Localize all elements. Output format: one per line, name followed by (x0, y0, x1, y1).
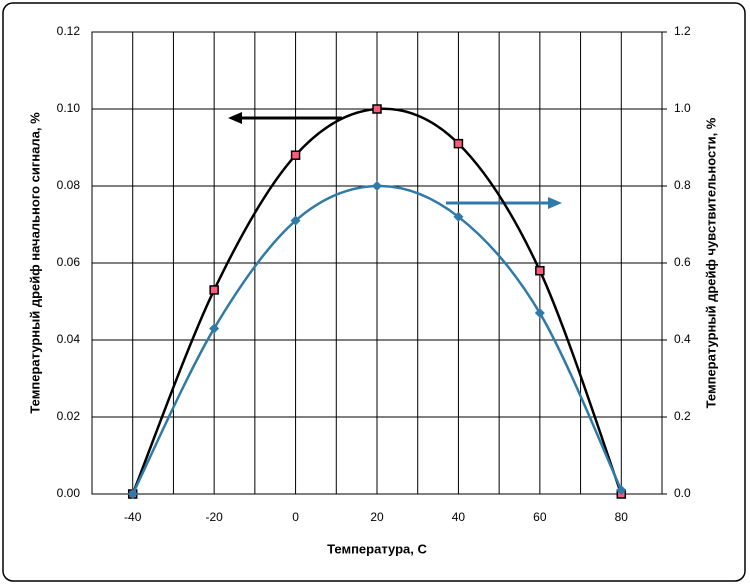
marker (290, 215, 301, 226)
y-tick-label: 0.08 (57, 178, 81, 192)
x-tick-label: 40 (452, 510, 466, 524)
marker (209, 323, 220, 334)
x-tick-label: -20 (205, 510, 223, 524)
y2-tick-label: 0.4 (674, 332, 691, 346)
marker (209, 285, 219, 295)
y-tick-label: 0.02 (57, 409, 81, 423)
x-tick-label: 80 (615, 510, 629, 524)
y2-tick-label: 0.2 (674, 409, 691, 423)
y-tick-label: 0.04 (57, 332, 81, 346)
x-axis-title: Температура, С (327, 541, 427, 556)
marker (290, 150, 301, 160)
y2-tick-label: 0.0 (674, 486, 691, 500)
x-tick-label: 0 (292, 510, 299, 524)
marker (453, 211, 464, 222)
marker (372, 181, 382, 191)
y2-axis-title: Температурный дрейф чувствительности, % (703, 117, 718, 408)
marker (453, 138, 464, 149)
y-tick-label: 0.10 (57, 101, 81, 115)
x-tick-label: -40 (124, 510, 142, 524)
y-tick-label: 0.06 (57, 255, 81, 269)
y-axis-title: Температурный дрейф начального сигнала, … (27, 112, 42, 414)
y2-tick-label: 0.8 (674, 178, 691, 192)
y2-tick-label: 0.6 (674, 255, 691, 269)
marker (535, 265, 545, 276)
grid (92, 31, 662, 495)
left-arrow (228, 112, 342, 124)
y-tick-label: 0.00 (57, 486, 81, 500)
y-tick-label: 0.12 (57, 24, 81, 38)
right-arrow (446, 197, 562, 209)
y2-tick-label: 1.0 (674, 101, 691, 115)
x-tick-label: 20 (370, 510, 384, 524)
marker (372, 104, 382, 114)
marker (616, 485, 627, 496)
y2-tick-label: 1.2 (674, 24, 691, 38)
marker (127, 489, 138, 499)
x-tick-label: 60 (533, 510, 547, 524)
marker (534, 308, 545, 319)
